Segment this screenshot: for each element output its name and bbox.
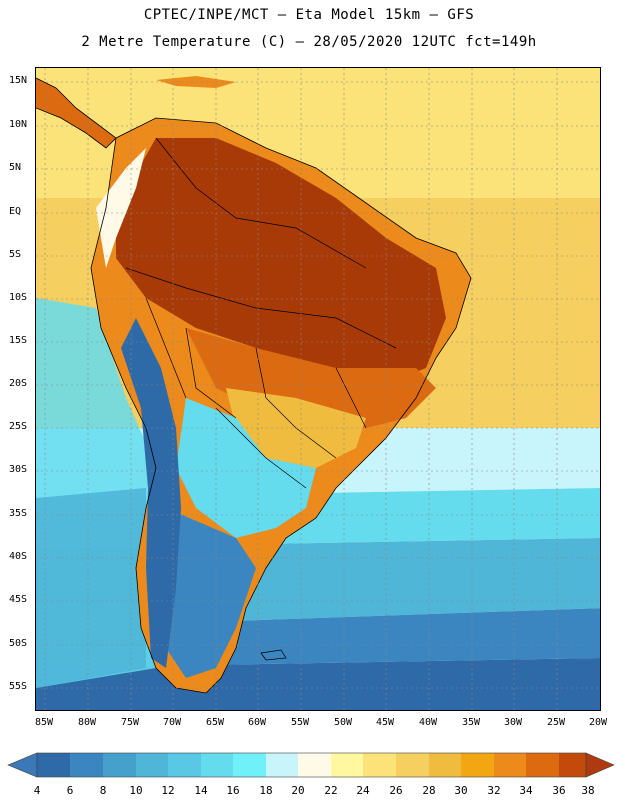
lon-label-80w: 80W [77, 717, 97, 728]
colorbar-bin-14 [461, 753, 494, 777]
lon-label-55w: 55W [290, 717, 310, 728]
colorbar-bin-3 [103, 753, 136, 777]
colorbar-tick-38: 38 [581, 784, 595, 797]
lat-label-50s: 50S [9, 638, 28, 649]
colorbar-bin-9 [298, 753, 331, 777]
colorbar-outline [36, 752, 587, 778]
temperature-map[interactable] [35, 67, 601, 711]
lon-label-35w: 35W [461, 717, 481, 728]
falkland-islands [260, 649, 287, 661]
lon-label-75w: 75W [120, 717, 140, 728]
colorbar-bin-8 [266, 753, 298, 777]
colorbar-tick-30: 30 [454, 784, 468, 797]
colorbar-tick-20: 20 [291, 784, 305, 797]
colorbar-tick-24: 24 [356, 784, 370, 797]
lon-label-45w: 45W [375, 717, 395, 728]
lon-label-25w: 25W [546, 717, 566, 728]
grid [36, 68, 600, 710]
colorbar-tick-6: 6 [66, 784, 74, 797]
colorbar-tick-8: 8 [99, 784, 107, 797]
lat-label-10s: 10S [9, 292, 28, 303]
colorbar-bin-4 [136, 753, 168, 777]
lon-label-40w: 40W [418, 717, 438, 728]
colorbar-tick-16: 16 [226, 784, 240, 797]
colorbar-tick-32: 32 [487, 784, 501, 797]
lat-label-20s: 20S [9, 378, 28, 389]
temperature-colorbar [7, 752, 615, 778]
central-america [36, 78, 116, 148]
colorbar-bin-5 [168, 753, 201, 777]
lat-label-35s: 35S [9, 508, 28, 519]
colorbar-bin-17 [559, 753, 586, 777]
andes-cold [121, 318, 181, 668]
argentina-mild [176, 398, 316, 538]
lat-label-10n: 10N [9, 119, 28, 130]
temperature-map-svg [36, 68, 600, 710]
colorbar-bin-16 [526, 753, 559, 777]
country-borders [125, 137, 397, 489]
lat-label-30s: 30S [9, 464, 28, 475]
colorbar-bin-11 [363, 753, 396, 777]
coastline [90, 117, 472, 694]
colorbar-tick-26: 26 [389, 784, 403, 797]
colorbar-bin-7 [233, 753, 266, 777]
patagonia-cold [156, 508, 256, 678]
lat-label-55s: 55S [9, 681, 28, 692]
lat-label-40s: 40S [9, 551, 28, 562]
northern-andes-cool [96, 148, 146, 268]
lon-label-85w: 85W [34, 717, 54, 728]
lat-label-25s: 25S [9, 421, 28, 432]
colorbar-bin-10 [331, 753, 363, 777]
colorbar-tick-34: 34 [519, 784, 533, 797]
colorbar-tick-22: 22 [324, 784, 338, 797]
colorbar-tick-12: 12 [161, 784, 175, 797]
colorbar-tick-28: 28 [422, 784, 436, 797]
central-america-coast [36, 77, 117, 149]
lat-label-5n: 5N [9, 162, 22, 173]
lon-label-30w: 30W [503, 717, 523, 728]
colorbar-bin-15 [494, 753, 526, 777]
colorbar-bin-2 [70, 753, 103, 777]
amazon-hot [116, 138, 446, 388]
lat-label-eq: EQ [9, 206, 22, 217]
colorbar-tick-14: 14 [194, 784, 208, 797]
map-title-line2: 2 Metre Temperature (C) – 28/05/2020 12U… [81, 34, 537, 50]
lon-label-20w: 20W [588, 717, 608, 728]
lon-label-60w: 60W [247, 717, 267, 728]
colorbar-bin-1 [37, 753, 70, 777]
lat-label-15n: 15N [9, 75, 28, 86]
map-title-line1: CPTEC/INPE/MCT – Eta Model 15km – GFS [143, 7, 475, 23]
lat-label-45s: 45S [9, 594, 28, 605]
colorbar-bin-13 [429, 753, 461, 777]
colorbar-tick-10: 10 [129, 784, 143, 797]
lon-label-70w: 70W [162, 717, 182, 728]
colorbar-tick-36: 36 [552, 784, 566, 797]
lon-label-65w: 65W [205, 717, 225, 728]
lat-label-5s: 5S [9, 249, 22, 260]
colorbar-tick-4: 4 [33, 784, 41, 797]
lat-label-15s: 15S [9, 335, 28, 346]
colorbar-tick-18: 18 [259, 784, 273, 797]
ocean-pacific-cold [36, 488, 146, 688]
colorbar-bin-12 [396, 753, 429, 777]
colorbar-high-arrow [585, 752, 615, 778]
colorbar-bin-6 [201, 753, 233, 777]
lon-label-50w: 50W [333, 717, 353, 728]
colorbar-low-arrow [7, 752, 38, 778]
